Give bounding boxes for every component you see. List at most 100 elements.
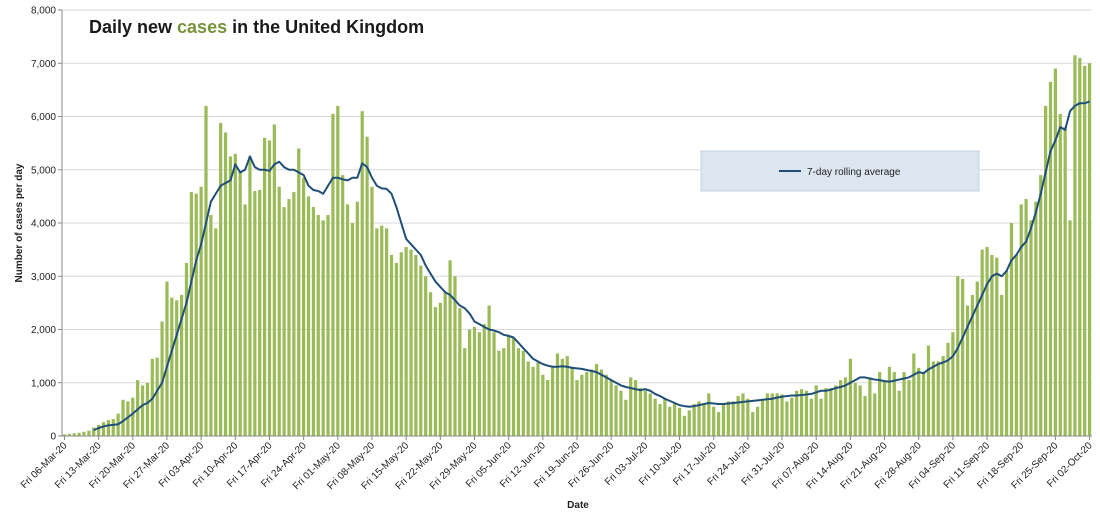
bar [341, 175, 345, 436]
bar [907, 380, 911, 436]
bar [946, 342, 950, 436]
x-axis-label: Date [567, 500, 589, 511]
bar [760, 399, 765, 436]
bar [902, 372, 906, 436]
bar [92, 427, 96, 436]
bar [214, 228, 218, 436]
bar [1014, 254, 1018, 436]
bar [941, 356, 945, 436]
bar [560, 358, 564, 436]
bar [399, 252, 403, 436]
bar [570, 366, 574, 436]
bar [863, 396, 867, 436]
bar [1039, 175, 1043, 436]
bar [433, 307, 438, 436]
bar [590, 369, 594, 436]
bar [687, 410, 691, 436]
bar [165, 281, 169, 436]
bar [419, 265, 423, 436]
bar [355, 201, 359, 436]
bar [101, 422, 106, 436]
bar [726, 401, 730, 436]
bar [594, 364, 599, 436]
bar [482, 324, 486, 436]
bar [887, 366, 892, 436]
bar [1068, 220, 1072, 436]
bar [599, 369, 604, 436]
y-tick-label: 2,000 [31, 325, 56, 336]
bars [62, 55, 1092, 437]
bar [585, 372, 589, 436]
bar [897, 390, 901, 436]
bar [414, 254, 418, 436]
bar [790, 397, 794, 436]
bar [458, 308, 462, 436]
bar [526, 361, 530, 436]
bar [795, 390, 799, 436]
bar [746, 398, 750, 436]
bar [97, 424, 101, 436]
bar [838, 380, 843, 436]
bar [243, 204, 247, 436]
bar [531, 366, 535, 436]
bar [736, 396, 740, 436]
bar [145, 382, 150, 436]
bar [619, 390, 623, 436]
bar [424, 276, 428, 436]
bar [965, 305, 970, 436]
bar [267, 140, 272, 436]
bar [921, 372, 926, 436]
bar [497, 350, 501, 436]
bar [297, 148, 301, 436]
bar [814, 385, 818, 436]
bar [663, 398, 667, 436]
y-tick-label: 8,000 [31, 6, 56, 17]
bar [492, 332, 496, 436]
bar [1058, 113, 1062, 437]
bar [72, 433, 76, 436]
bar [160, 321, 164, 436]
bar [1009, 223, 1014, 436]
bar [194, 193, 198, 436]
bar [1063, 127, 1067, 437]
bar [775, 393, 779, 436]
bar [707, 393, 711, 436]
bar [1073, 55, 1077, 436]
legend: 7-day rolling average [700, 150, 980, 192]
bar [843, 377, 848, 436]
bar [302, 177, 306, 437]
bar [311, 207, 316, 436]
bar [175, 300, 179, 436]
bar [692, 404, 696, 436]
bar [550, 366, 555, 436]
bar [653, 398, 657, 436]
bar [1048, 81, 1053, 436]
bar [829, 388, 833, 436]
bar [878, 372, 882, 436]
bar [799, 389, 804, 436]
bar [409, 249, 413, 436]
bar [629, 377, 633, 436]
bar [565, 356, 569, 436]
bar [1034, 201, 1038, 436]
bar [516, 348, 521, 436]
bar [77, 432, 81, 436]
bar [507, 334, 511, 436]
bar [233, 153, 237, 436]
bar [380, 225, 384, 436]
bar [394, 262, 398, 436]
bar [370, 186, 374, 436]
bar [389, 254, 394, 436]
bar [614, 385, 618, 436]
bar [980, 249, 984, 436]
bar [536, 362, 540, 436]
bar [179, 294, 184, 436]
bar [848, 358, 852, 436]
bar [858, 385, 862, 436]
bar [1044, 105, 1048, 436]
bar [292, 192, 296, 436]
bar [199, 186, 203, 436]
